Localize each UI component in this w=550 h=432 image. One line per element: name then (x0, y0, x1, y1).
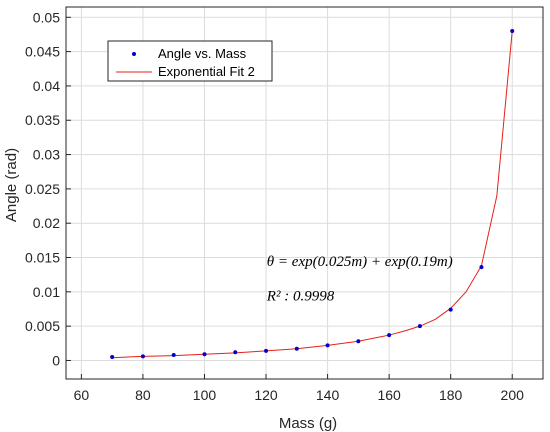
data-point (417, 324, 422, 329)
data-point (140, 354, 145, 359)
y-tick-label: 0.045 (25, 44, 60, 60)
x-axis-label: Mass (g) (279, 415, 337, 432)
y-tick-label: 0.015 (25, 250, 60, 266)
data-point (325, 343, 330, 348)
y-axis-label: Angle (rad) (3, 148, 20, 222)
x-tick-label: 120 (254, 387, 278, 403)
fit-line (112, 30, 513, 359)
r-squared-annotation: R² : 0.9998 (266, 288, 335, 304)
y-tick-label: 0.02 (33, 215, 60, 231)
y-tick-label: 0 (52, 352, 60, 368)
legend-box (107, 40, 273, 82)
y-tick-label: 0.04 (33, 78, 60, 94)
x-tick-label: 180 (439, 387, 463, 403)
x-tick-label: 80 (135, 387, 151, 403)
y-tick-label: 0.01 (33, 284, 60, 300)
legend: Angle vs. Mass Exponential Fit 2 (107, 40, 273, 82)
data-point (110, 355, 115, 360)
data-point (233, 350, 238, 355)
x-tick-label: 140 (316, 387, 340, 403)
x-axis-ticks: 60 80 100 120 140 160 180 200 (74, 374, 525, 403)
y-tick-label: 0.05 (33, 9, 60, 25)
data-point (264, 348, 269, 353)
y-tick-label: 0.005 (25, 318, 60, 334)
legend-label-fit: Exponential Fit 2 (158, 64, 255, 79)
x-tick-label: 60 (74, 387, 90, 403)
data-point (479, 265, 484, 270)
data-points (110, 29, 515, 360)
data-point (171, 352, 176, 357)
x-tick-label: 100 (193, 387, 217, 403)
y-tick-label: 0.025 (25, 181, 60, 197)
equation-annotation: θ = exp(0.025m) + exp(0.19m) (267, 254, 453, 270)
data-point (356, 339, 361, 344)
y-tick-label: 0.03 (33, 147, 60, 163)
data-point (448, 307, 453, 312)
y-tick-label: 0.035 (25, 112, 60, 128)
plot-frame (65, 6, 544, 380)
y-axis-ticks: 0 0.005 0.01 0.015 0.02 0.025 0.03 0.035 0.04 0.0… (25, 9, 71, 368)
data-point (294, 346, 299, 351)
data-point (510, 29, 515, 34)
legend-label-points: Angle vs. Mass (158, 46, 247, 61)
data-point (387, 333, 392, 338)
data-point (202, 352, 207, 357)
x-tick-label: 200 (501, 387, 525, 403)
legend-marker-points (132, 52, 136, 56)
fit-curve (112, 30, 513, 359)
x-tick-label: 160 (377, 387, 401, 403)
